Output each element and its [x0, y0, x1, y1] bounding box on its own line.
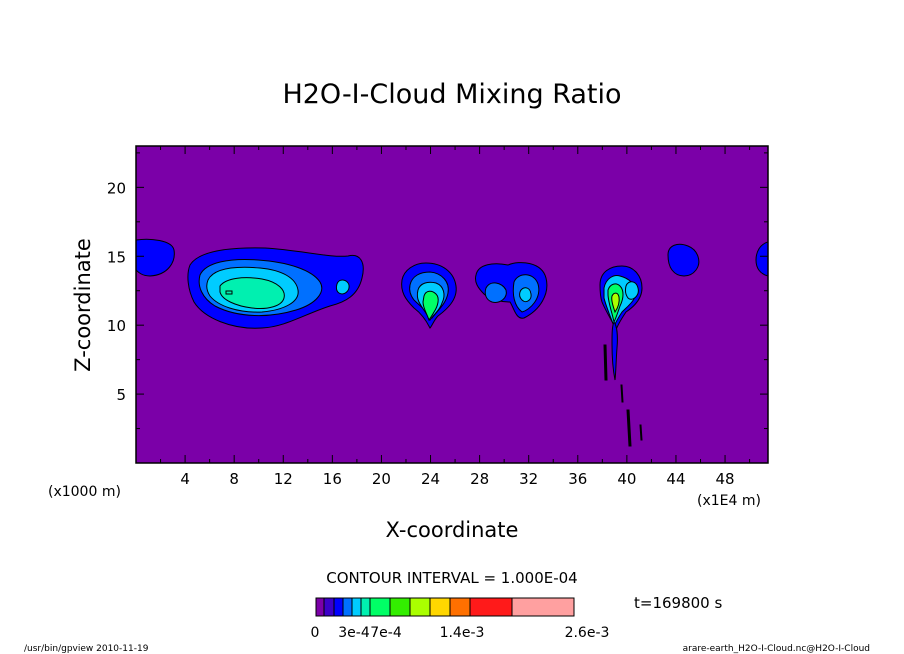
cloud-24-level4	[422, 290, 439, 322]
y-tick-label: 20	[107, 179, 126, 197]
footer-left: /usr/bin/gpview 2010-11-19	[24, 644, 149, 654]
cloud-44-level1	[667, 243, 700, 277]
x-axis-label: X-coordinate	[386, 518, 519, 542]
cloud-main-dot	[225, 290, 233, 295]
y-tick-label: 5	[116, 386, 126, 404]
x-tick-label: 48	[716, 470, 735, 488]
cloud-39-streak-1	[603, 344, 608, 381]
cloud-39-streak-3	[620, 384, 624, 403]
x-tick-label: 36	[568, 470, 587, 488]
colorbar-label: 1.4e-3	[440, 625, 485, 641]
y-tick-labels: 5 10 15 20	[107, 179, 126, 404]
colorbar-label: 0	[311, 625, 320, 641]
cloud-39-streak-4	[639, 424, 643, 441]
colorbar-swatch	[333, 597, 344, 617]
contour-interval-text: CONTOUR INTERVAL = 1.000E-04	[326, 569, 577, 587]
colorbar-label: 2.6e-3	[565, 625, 610, 641]
x-tick-label: 12	[274, 470, 293, 488]
cloud-left-edge-level1	[135, 238, 175, 277]
colorbar-swatch	[369, 597, 391, 617]
y-tick-label: 15	[107, 248, 126, 266]
colorbar-swatch	[469, 597, 513, 617]
cloud-main-level4	[219, 277, 285, 309]
cloud-39-right-lobe	[624, 281, 639, 300]
cloud-right-edge-level1	[755, 241, 769, 277]
x-tick-label: 20	[372, 470, 391, 488]
axis-ticks	[136, 146, 768, 463]
colorbar-label: 7e-4	[370, 625, 402, 641]
chart-title: H2O-I-Cloud Mixing Ratio	[282, 79, 621, 110]
colorbar-swatch	[429, 597, 451, 617]
colorbar-swatch	[323, 597, 335, 617]
colorbar-label: 3e-4	[338, 625, 370, 641]
y-unit-label: (x1000 m)	[48, 484, 121, 500]
colorbar-swatch	[449, 597, 471, 617]
x-tick-label: 40	[617, 470, 636, 488]
cloud-39-level4	[611, 292, 620, 314]
colorbar-swatch	[409, 597, 431, 617]
x-tick-label: 8	[229, 470, 239, 488]
cloud-main-island	[335, 279, 350, 295]
x-tick-label: 28	[470, 470, 489, 488]
colorbar	[315, 597, 575, 617]
y-axis-label: Z-coordinate	[71, 238, 95, 372]
y-tick-label: 10	[107, 317, 126, 335]
cloud-39-streak-2	[626, 409, 632, 447]
time-label: t=169800 s	[634, 594, 722, 612]
colorbar-swatch	[351, 597, 362, 617]
cloud-39-stem	[611, 321, 618, 381]
x-tick-label: 24	[421, 470, 440, 488]
colorbar-swatch	[360, 597, 371, 617]
plot-frame	[135, 145, 769, 464]
cloud-30-level2	[484, 282, 507, 303]
x-tick-label: 16	[323, 470, 342, 488]
colorbar-swatch	[342, 597, 353, 617]
x-tick-label: 32	[519, 470, 538, 488]
x-unit-label: (x1E4 m)	[697, 493, 761, 509]
cloud-layer	[135, 238, 769, 447]
colorbar-swatch	[315, 597, 325, 617]
footer-right: arare-earth_H2O-I-Cloud.nc@H2O-I-Cloud	[683, 644, 870, 654]
x-tick-label: 44	[666, 470, 685, 488]
x-tick-label: 4	[180, 470, 190, 488]
colorbar-labels: 0 3e-4 7e-4 1.4e-3 2.6e-3	[311, 625, 610, 641]
x-tick-labels: 4 8 12 16 20 24 28 32 36 40 44 48	[180, 470, 734, 488]
colorbar-swatch	[511, 597, 575, 617]
colorbar-swatch	[389, 597, 411, 617]
cloud-30-level3	[519, 287, 532, 303]
